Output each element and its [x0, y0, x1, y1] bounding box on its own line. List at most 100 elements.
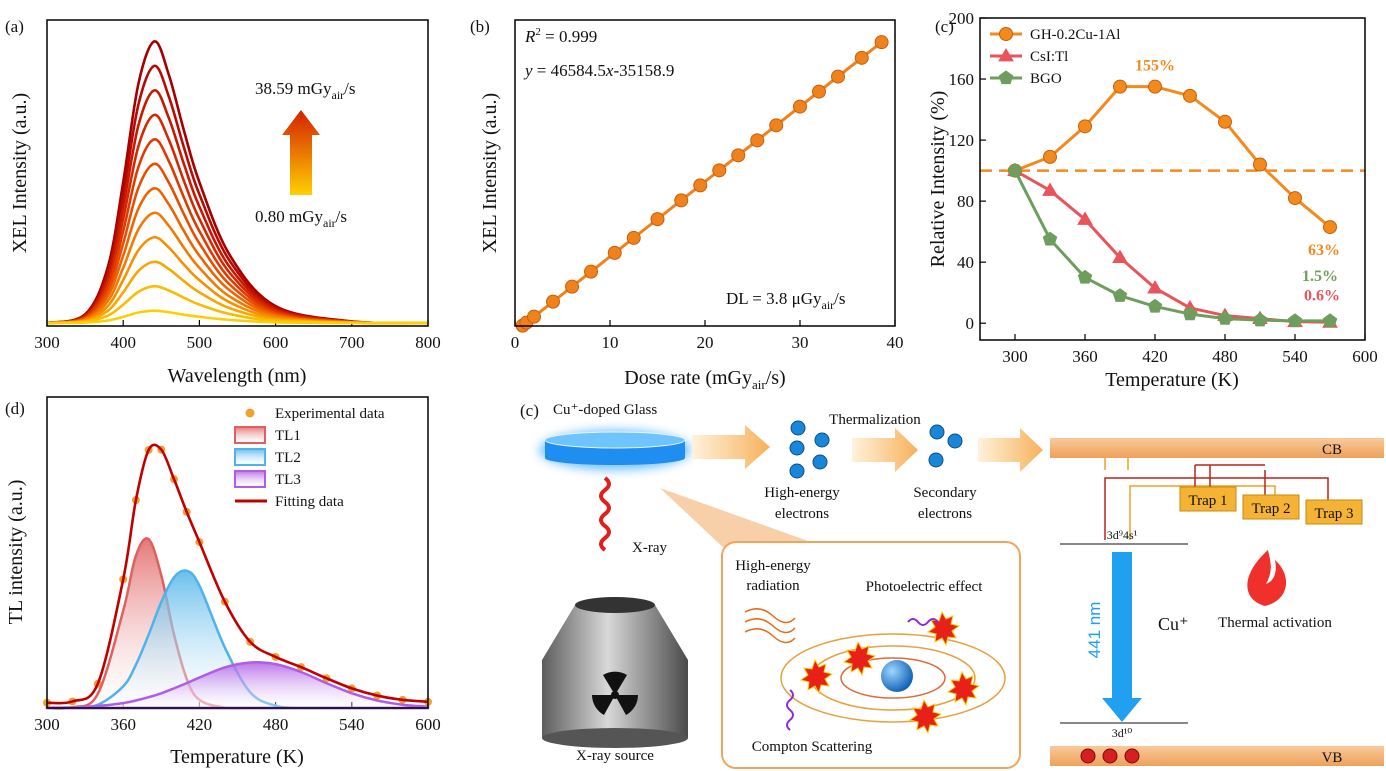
flow-arrow [692, 425, 770, 469]
x-axis-label: Wavelength (nm) [168, 365, 307, 387]
nucleus [881, 660, 913, 692]
marker [1148, 79, 1162, 94]
marker [793, 99, 807, 114]
source-bottom [542, 728, 688, 748]
source-top [575, 597, 655, 613]
step-label: Thermalization [829, 412, 921, 428]
marker [1147, 280, 1163, 294]
legend-swatch [234, 448, 266, 466]
line [46, 260, 429, 325]
marker [1042, 231, 1058, 246]
marker [1077, 269, 1093, 284]
label-part: Dose rate (mGy [624, 367, 752, 389]
marker [1043, 149, 1057, 164]
emitted-wave [786, 618, 939, 731]
source-body [542, 605, 688, 738]
panel-label: (c) [520, 401, 539, 420]
label-sub: air [752, 377, 766, 392]
marker [1007, 162, 1023, 177]
x-tick-label: 0 [511, 333, 520, 352]
line [46, 443, 429, 705]
marker [712, 163, 727, 178]
x-tick-label: 600 [415, 715, 441, 734]
inset-label: radiation [746, 578, 800, 594]
ann-part: x [605, 61, 614, 80]
zoom-cone [660, 488, 822, 552]
x-axis-label: Temperature (K) [170, 746, 304, 768]
ann-part: /s [834, 289, 845, 308]
trap-label: Trap 2 [1251, 501, 1290, 517]
legend-label: BGO [1030, 71, 1062, 87]
y-axis-label: XEL Intensity (a.u.) [479, 93, 501, 253]
x-tick-label: 300 [34, 333, 60, 352]
ann-sup: 2 [535, 26, 541, 38]
panel-label: (c) [935, 17, 954, 36]
y-tick-label: 80 [957, 192, 974, 211]
line [1013, 169, 1330, 323]
x-axis-label: Dose rate (mGyair/s) [624, 367, 785, 392]
marker [674, 193, 689, 208]
legend-swatch [234, 470, 266, 488]
marker [607, 245, 622, 260]
marker [998, 48, 1014, 62]
inset-label: High-energy [735, 558, 811, 574]
line [46, 235, 429, 325]
legend-label: Fitting data [275, 494, 344, 510]
marker [1253, 157, 1267, 172]
x-tick-label: 500 [187, 333, 213, 352]
ann-part: /s [344, 79, 355, 98]
value-label: 0.6% [1304, 287, 1340, 304]
y-tick-label: 40 [957, 253, 974, 272]
y-axis-label: XEL Intensity (a.u.) [9, 93, 31, 253]
x-tick-label: 10 [602, 333, 619, 352]
ann-part: = 46584.5 [533, 61, 606, 80]
marker [1042, 182, 1058, 196]
y-tick-label: 200 [949, 9, 975, 28]
legend-label: TL2 [275, 450, 301, 466]
annotation: R2 = 0.999 [524, 26, 597, 46]
ann-part: y [523, 61, 533, 80]
annotation: y = 46584.5x-35158.9 [523, 61, 674, 80]
marker [527, 309, 541, 324]
x-tick-label: 600 [1352, 347, 1378, 366]
marker [998, 70, 1014, 85]
trap-label: Trap 1 [1188, 493, 1227, 509]
annotation: DL = 3.8 μGyair/s [726, 289, 846, 312]
marker [854, 50, 869, 65]
radiation-symbol [592, 671, 638, 715]
annotation: 38.59 mGyair/s [255, 79, 356, 102]
ann-part: = 0.999 [541, 27, 597, 46]
marker [1288, 191, 1302, 206]
ann-sub: air [822, 298, 835, 312]
plot-frame [46, 396, 429, 709]
marker [693, 178, 708, 193]
x-tick-label: 480 [1212, 347, 1238, 366]
legend-swatch [245, 408, 255, 418]
chart: 300 360 420 480 540 600 Experimental data TL1 TL… [34, 396, 441, 734]
line [46, 309, 429, 325]
marker [1217, 311, 1233, 325]
band-label: CB [1322, 442, 1342, 458]
value-label: 63% [1308, 242, 1340, 259]
plot-frame [514, 19, 896, 327]
marker [1183, 88, 1197, 103]
x-tick-label: 480 [263, 715, 289, 734]
step-label: Secondary [913, 485, 977, 501]
trap-label: Trap 3 [1314, 506, 1353, 522]
marker [812, 84, 826, 99]
mechanism-diagram: (c) Cu⁺-doped Glass Thermalization High-… [520, 401, 1384, 769]
annotation: 0.80 mGyair/s [255, 207, 347, 230]
ann-sub: air [332, 88, 345, 102]
x-tick-label: 420 [1142, 347, 1168, 366]
marker [626, 230, 641, 245]
marker [650, 212, 665, 227]
ann-sub: air [323, 216, 336, 230]
panel-label: (a) [5, 17, 24, 36]
ion-label: Cu⁺ [1158, 614, 1189, 634]
flow-arrow [978, 428, 1043, 472]
x-tick-label: 600 [263, 333, 289, 352]
marker [1322, 313, 1338, 328]
x-tick-label: 420 [187, 715, 213, 734]
x-tick-label: 360 [110, 715, 136, 734]
marker [1287, 313, 1303, 328]
